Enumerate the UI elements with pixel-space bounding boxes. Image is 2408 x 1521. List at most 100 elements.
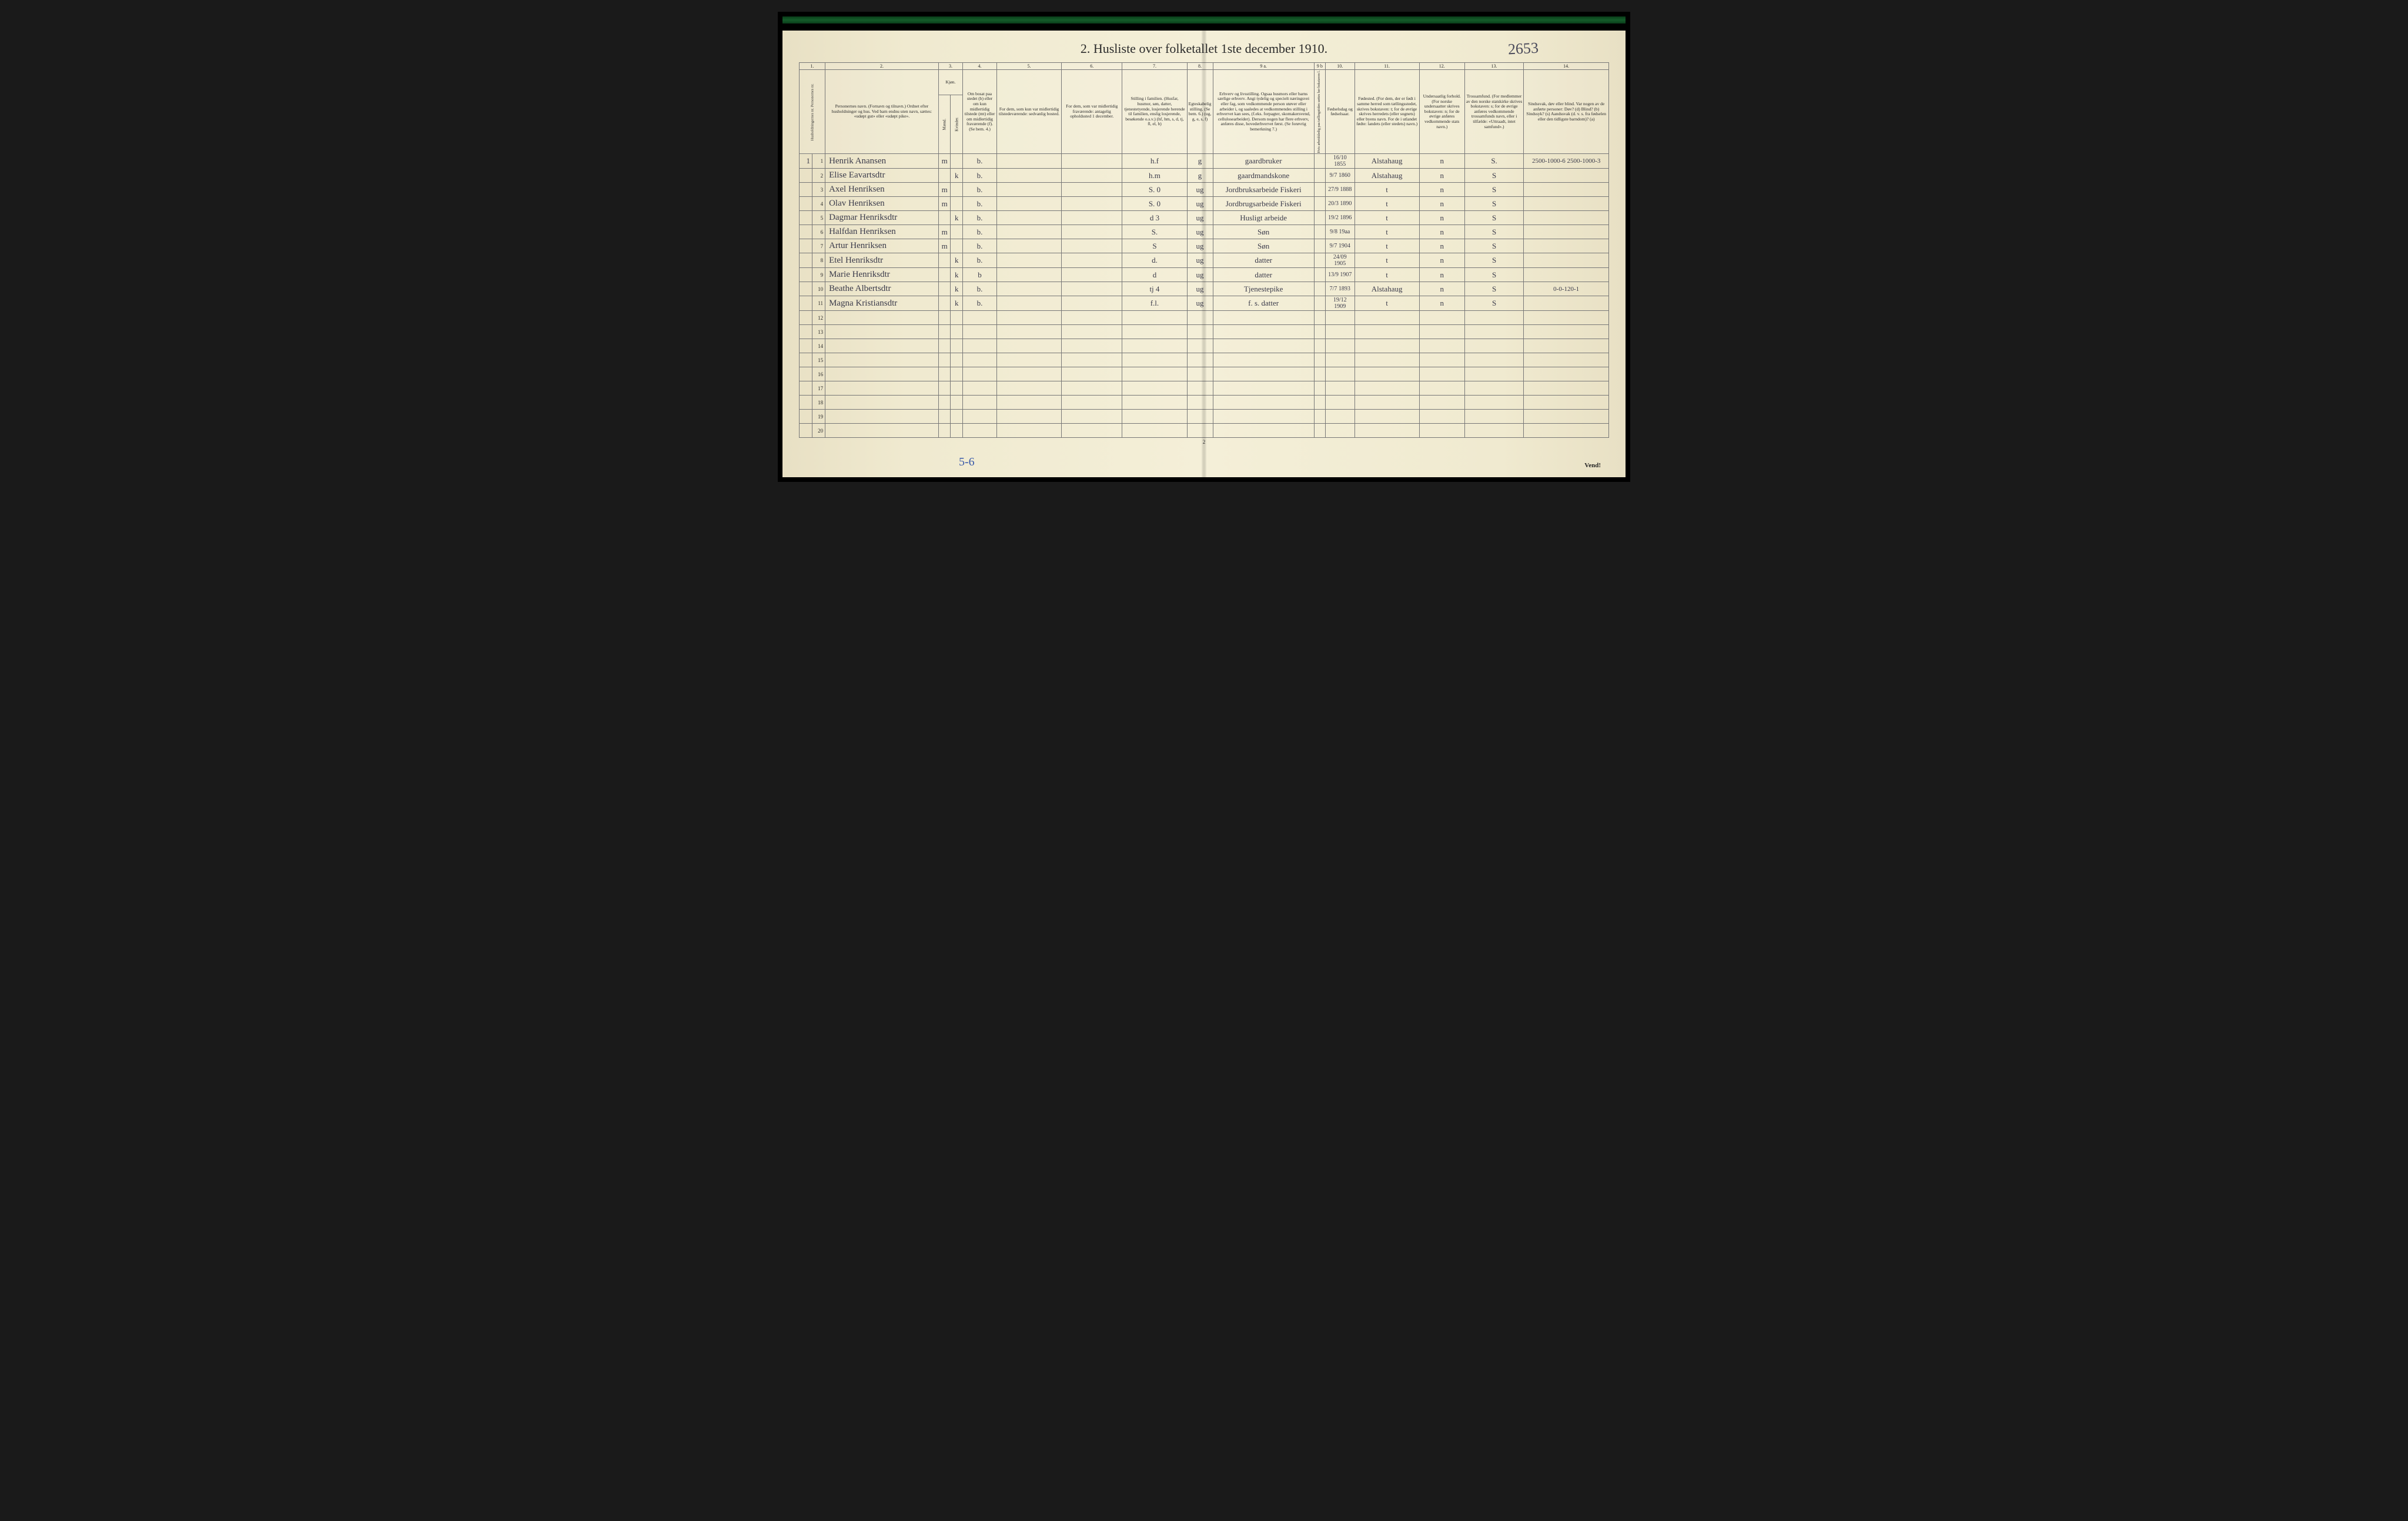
colnum-2: 2. xyxy=(825,63,939,70)
birthdate: 19/12 1909 xyxy=(1325,296,1354,311)
religion: S xyxy=(1464,225,1524,239)
sex-k xyxy=(951,197,963,211)
family-position: f.l. xyxy=(1122,296,1187,311)
sex-k: k xyxy=(951,169,963,183)
birthdate: 9/8 19aa xyxy=(1325,225,1354,239)
unemployed xyxy=(1314,296,1325,311)
person-nr: 8 xyxy=(812,253,825,268)
residence-status: b. xyxy=(963,296,997,311)
hdr-person-nr: Husholdningernes nr. Personernes nr. xyxy=(800,70,825,154)
person-name: Magna Kristiansdtr xyxy=(825,296,939,311)
sex-k: k xyxy=(951,211,963,225)
table-body: 11Henrik Anansenmb.h.fggaardbruker16/10 … xyxy=(800,154,1609,438)
table-row-empty: 14 xyxy=(800,339,1609,353)
unemployed xyxy=(1314,183,1325,197)
sex-k: k xyxy=(951,282,963,296)
colnum-7: 7. xyxy=(1122,63,1187,70)
residence-status: b. xyxy=(963,225,997,239)
religion: S xyxy=(1464,197,1524,211)
disability-notes xyxy=(1524,268,1609,282)
family-position: S. xyxy=(1122,225,1187,239)
religion: S xyxy=(1464,239,1524,253)
sex-m: m xyxy=(938,197,951,211)
religion: S xyxy=(1464,268,1524,282)
disability-notes xyxy=(1524,296,1609,311)
person-nr: 13 xyxy=(812,325,825,339)
colnum-3: 3. xyxy=(938,63,962,70)
person-name: Beathe Albertsdtr xyxy=(825,282,939,296)
residence-status: b. xyxy=(963,197,997,211)
person-nr: 1 xyxy=(812,154,825,169)
temp-present xyxy=(996,282,1061,296)
sex-k: k xyxy=(951,253,963,268)
temp-absent xyxy=(1062,239,1122,253)
temp-absent xyxy=(1062,296,1122,311)
household-nr xyxy=(800,211,812,225)
table-row: 10Beathe Albertsdtrkb.tj 4ugTjenestepike… xyxy=(800,282,1609,296)
occupation: Husligt arbeide xyxy=(1213,211,1314,225)
table-row: 3Axel Henriksenmb.S. 0ugJordbruksarbeide… xyxy=(800,183,1609,197)
birthdate: 24/09 1905 xyxy=(1325,253,1354,268)
colnum-9a: 9 a. xyxy=(1213,63,1314,70)
temp-present xyxy=(996,169,1061,183)
colnum-12: 12. xyxy=(1419,63,1464,70)
disability-notes xyxy=(1524,169,1609,183)
person-name: Olav Henriksen xyxy=(825,197,939,211)
temp-absent xyxy=(1062,282,1122,296)
disability-notes xyxy=(1524,253,1609,268)
hdr-citizenship: Undersaatlig forhold. (For norske unders… xyxy=(1419,70,1464,154)
person-name: Marie Henriksdtr xyxy=(825,268,939,282)
hdr-female: Kvinder. xyxy=(951,95,963,154)
unemployed xyxy=(1314,154,1325,169)
temp-present xyxy=(996,239,1061,253)
colnum-4: 4. xyxy=(963,63,997,70)
sex-m: m xyxy=(938,225,951,239)
disability-notes xyxy=(1524,225,1609,239)
person-name: Dagmar Henriksdtr xyxy=(825,211,939,225)
hdr-names: Personernes navn. (Fornavn og tilnavn.) … xyxy=(825,70,939,154)
page-title: 2. Husliste over folketallet 1ste decemb… xyxy=(1081,41,1327,56)
household-nr xyxy=(800,353,812,367)
birthdate: 7/7 1893 xyxy=(1325,282,1354,296)
citizenship: n xyxy=(1419,282,1464,296)
marital-status: ug xyxy=(1187,253,1213,268)
table-row: 8Etel Henriksdtrkb.d.ugdatter24/09 1905t… xyxy=(800,253,1609,268)
disability-notes xyxy=(1524,183,1609,197)
person-name: Halfdan Henriksen xyxy=(825,225,939,239)
occupation: gaardmandskone xyxy=(1213,169,1314,183)
birthplace: t xyxy=(1354,197,1419,211)
marital-status: ug xyxy=(1187,197,1213,211)
hdr-unemployed: Hvis arbeidsledig paa tællingstiden sætt… xyxy=(1314,70,1325,154)
table-row-empty: 20 xyxy=(800,424,1609,438)
colnum-1: 1. xyxy=(800,63,825,70)
person-name: Axel Henriksen xyxy=(825,183,939,197)
residence-status: b. xyxy=(963,154,997,169)
unemployed xyxy=(1314,197,1325,211)
temp-absent xyxy=(1062,225,1122,239)
household-nr xyxy=(800,197,812,211)
occupation: gaardbruker xyxy=(1213,154,1314,169)
hdr-temp-present: For dem, som kun var midlertidig tilsted… xyxy=(996,70,1061,154)
temp-absent xyxy=(1062,197,1122,211)
person-nr: 16 xyxy=(812,367,825,381)
hdr-birthplace: Fødested. (For dem, der er født i samme … xyxy=(1354,70,1419,154)
unemployed xyxy=(1314,211,1325,225)
temp-absent xyxy=(1062,211,1122,225)
hdr-religion: Trossamfund. (For medlemmer av den norsk… xyxy=(1464,70,1524,154)
citizenship: n xyxy=(1419,296,1464,311)
table-row: 6Halfdan Henriksenmb.S.ugSøn9/8 19aatnS xyxy=(800,225,1609,239)
census-page: 2. Husliste over folketallet 1ste decemb… xyxy=(782,31,1626,477)
occupation: datter xyxy=(1213,253,1314,268)
citizenship: n xyxy=(1419,183,1464,197)
disability-notes: 2500-1000-6 2500-1000-3 xyxy=(1524,154,1609,169)
marital-status: g xyxy=(1187,154,1213,169)
title-row: 2. Husliste over folketallet 1ste decemb… xyxy=(799,41,1609,56)
birthdate: 9/7 1904 xyxy=(1325,239,1354,253)
person-nr: 11 xyxy=(812,296,825,311)
household-nr xyxy=(800,282,812,296)
hdr-birthdate: Fødselsdag og fødselsaar. xyxy=(1325,70,1354,154)
table-row-empty: 17 xyxy=(800,381,1609,396)
colnum-14: 14. xyxy=(1524,63,1609,70)
colnum-10: 10. xyxy=(1325,63,1354,70)
citizenship: n xyxy=(1419,169,1464,183)
